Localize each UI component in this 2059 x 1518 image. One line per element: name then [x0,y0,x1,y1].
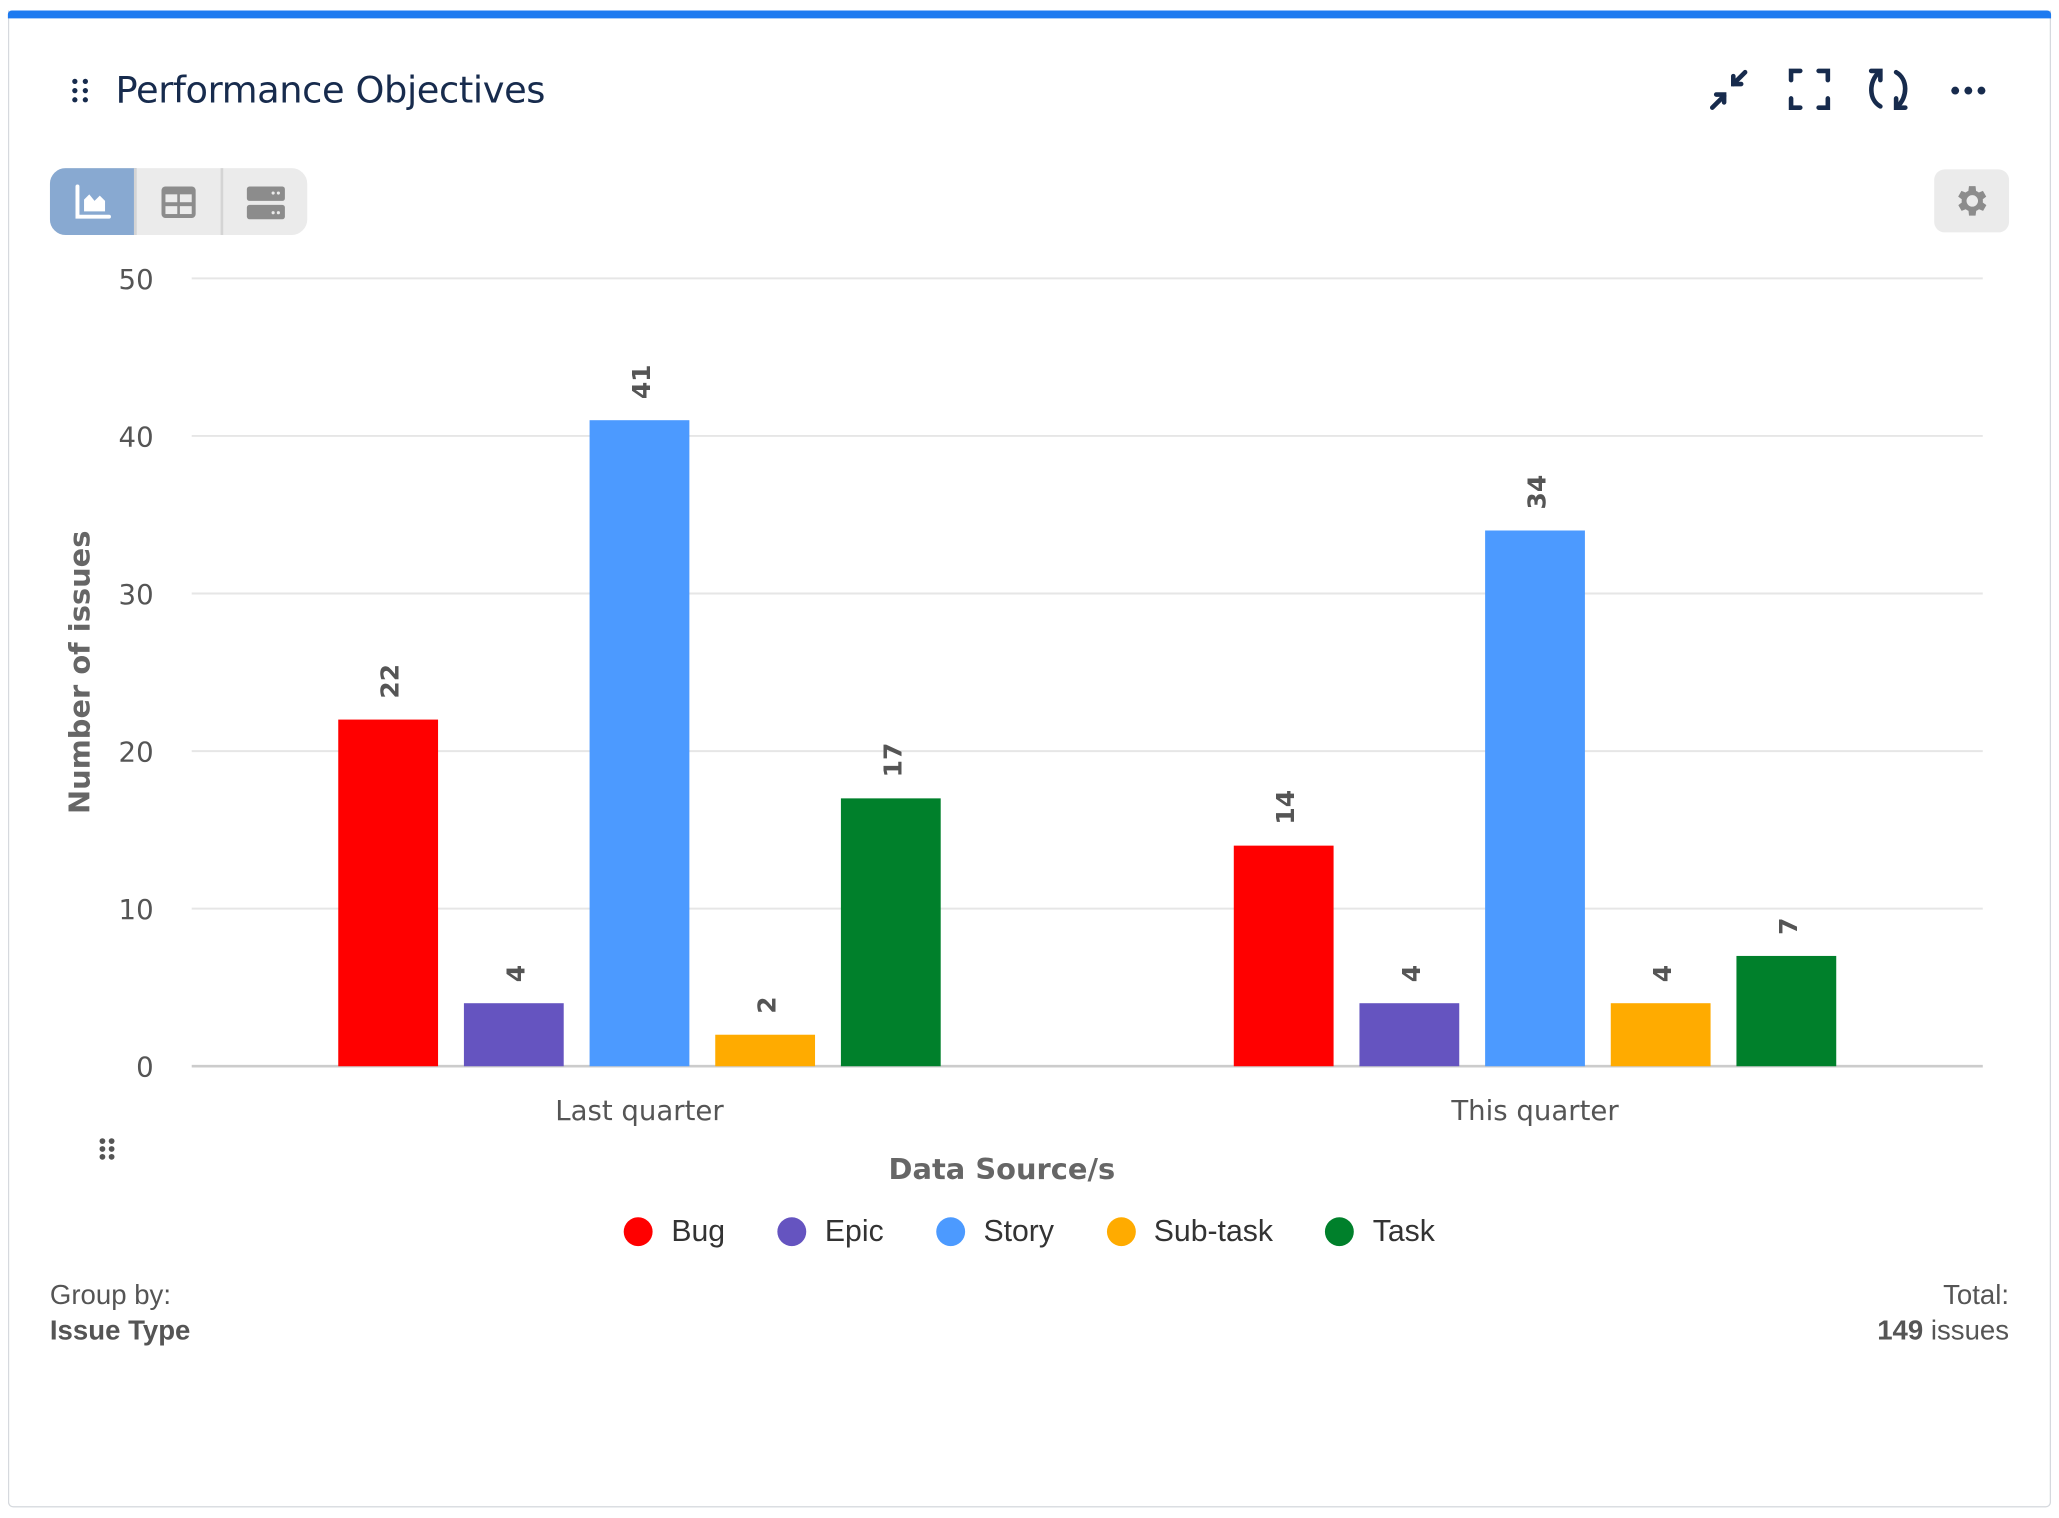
x-tick-label: Last quarter [555,1094,724,1127]
fullscreen-icon[interactable] [1786,66,1833,113]
legend-swatch [1106,1216,1136,1246]
accent-bar [7,10,2052,19]
legend-item-bug[interactable]: Bug [624,1213,725,1248]
bar-sub-task[interactable] [1610,1003,1711,1067]
total-label: Total: [1943,1280,2010,1311]
legend-label: Epic [824,1213,884,1248]
total: Total: 149 issues [1877,1278,2009,1349]
legend-label: Bug [671,1213,726,1248]
bar-task[interactable] [840,798,941,1067]
legend-drag-icon[interactable] [98,1137,116,1161]
data-label: 7 [1774,918,1803,935]
list-view-button[interactable] [223,168,307,235]
data-label: 17 [878,743,907,778]
y-tick-label: 30 [119,578,154,611]
chart-icon [75,183,111,218]
data-label: 4 [1648,965,1677,982]
legend-swatch [1325,1216,1355,1246]
legend-item-story[interactable]: Story [936,1213,1054,1248]
table-icon [161,185,196,218]
total-unit: issues [1923,1315,2010,1346]
data-label: 4 [1397,965,1426,982]
group-by-label: Group by: [49,1280,171,1311]
y-tick-label: 50 [119,263,154,296]
y-axis-title: Number of issues [62,531,96,814]
drag-handle-icon[interactable] [70,77,91,106]
refresh-icon[interactable] [1865,66,1912,113]
list-icon [246,185,285,219]
bar-story[interactable] [589,420,690,1067]
bar-sub-task[interactable] [715,1034,816,1067]
data-label: 14 [1271,790,1300,825]
legend-item-task[interactable]: Task [1325,1213,1435,1248]
y-tick-label: 10 [119,893,154,926]
bar-epic[interactable] [1359,1003,1460,1067]
data-label: 22 [376,664,405,699]
bar-task[interactable] [1736,955,1837,1067]
group-by: Group by: Issue Type [50,1278,191,1349]
y-tick-label: 0 [136,1051,154,1084]
y-tick-label: 20 [119,736,154,769]
total-count: 149 [1877,1315,1924,1346]
gadget-title: Performance Objectives [115,68,546,112]
chart-view-button[interactable] [49,168,137,236]
data-label: 2 [753,996,782,1013]
x-axis-title: Data Source/s [889,1152,1116,1186]
more-icon[interactable] [1945,66,1992,113]
legend-label: Sub-task [1153,1213,1273,1248]
bar-epic[interactable] [463,1003,564,1067]
x-tick-label: This quarter [1450,1094,1619,1127]
settings-button[interactable] [1934,169,2010,233]
y-tick-label: 40 [119,420,154,453]
data-label: 41 [627,364,656,399]
legend-item-epic[interactable]: Epic [777,1213,884,1248]
data-label: 4 [501,965,530,982]
gear-icon [1957,186,1986,216]
legend-label: Task [1372,1213,1435,1248]
legend-swatch [624,1216,653,1246]
collapse-icon[interactable] [1704,66,1751,113]
legend-swatch [777,1216,807,1246]
group-by-value: Issue Type [49,1315,191,1346]
legend-item-sub-task[interactable]: Sub-task [1106,1213,1273,1248]
data-label: 34 [1523,475,1552,510]
legend-swatch [936,1216,966,1246]
table-view-button[interactable] [137,168,224,236]
bar-chart: 0 10 20 30 40 50 Last quarter 22 4 41 2 17 This quar… [62,263,1983,1186]
view-toggle [49,168,308,236]
bar-story[interactable] [1485,530,1585,1067]
legend-label: Story [983,1213,1054,1248]
bar-bug[interactable] [1233,845,1334,1067]
legend: Bug Epic Story Sub-task Task [0,1213,2059,1248]
bar-bug[interactable] [338,719,439,1067]
